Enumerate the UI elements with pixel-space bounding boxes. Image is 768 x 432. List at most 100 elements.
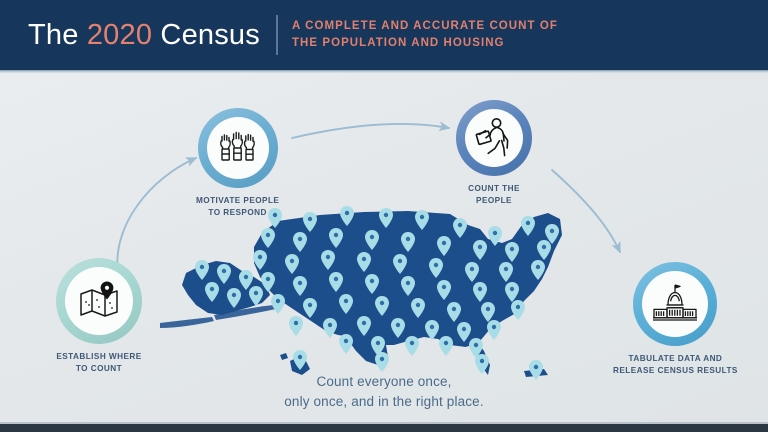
map-pin	[379, 208, 393, 228]
map-pin	[425, 320, 439, 340]
header-content: The 2020 Census A COMPLETE AND ACCURATE …	[0, 15, 558, 55]
map-pin	[411, 298, 425, 318]
map-pin	[249, 286, 263, 306]
map-pin	[499, 262, 513, 282]
map-pin	[375, 296, 389, 316]
step-2-icon-circle	[206, 117, 269, 179]
map-pin	[365, 274, 379, 294]
map-pin	[529, 360, 543, 380]
slide-header: The 2020 Census A COMPLETE AND ACCURATE …	[0, 0, 768, 70]
map-pin	[303, 212, 317, 232]
map-pin	[293, 350, 307, 370]
map-pin	[437, 280, 451, 300]
map-pin	[217, 264, 231, 284]
map-landmass	[160, 211, 562, 377]
map-pin	[205, 282, 219, 302]
map-pin	[329, 228, 343, 248]
map-pin	[391, 318, 405, 338]
step-3-label: COUNT THE PEOPLE	[468, 184, 520, 205]
map-pin	[268, 208, 282, 228]
footer-top-edge	[0, 422, 768, 424]
step-1-ring	[56, 258, 142, 344]
header-divider	[275, 15, 278, 55]
map-pin	[545, 224, 559, 244]
map-pin	[261, 272, 275, 292]
map-pin	[473, 282, 487, 302]
step-3-ring	[456, 100, 532, 176]
folded-map-pin-icon	[80, 281, 118, 317]
united-states-map	[150, 195, 580, 385]
map-pin	[339, 334, 353, 354]
step-2-label: MOTIVATE PEOPLE TO RESPOND	[196, 196, 280, 217]
slide-caption: Count everyone once, only once, and in t…	[284, 374, 484, 410]
map-pin-layer	[195, 206, 559, 380]
map-pin	[227, 288, 241, 308]
map-pin	[505, 242, 519, 262]
map-pin	[487, 320, 501, 340]
step-4-ring	[633, 262, 718, 346]
map-pin	[465, 262, 479, 282]
map-pin	[447, 302, 461, 322]
step-motivate-people-to-respond[interactable]: MOTIVATE PEOPLE TO RESPOND	[196, 108, 279, 218]
people-raising-hands-icon	[219, 131, 255, 161]
map-pin	[469, 338, 483, 358]
step-3-icon-circle	[465, 109, 523, 167]
subtitle-line-2: THE POPULATION AND HOUSING	[291, 37, 505, 49]
map-pin	[293, 276, 307, 296]
title-the: The	[28, 18, 87, 51]
map-pin	[293, 232, 307, 252]
map-pin	[340, 206, 354, 226]
map-pin	[285, 254, 299, 274]
map-pin	[415, 210, 429, 230]
enumerator-walking-icon	[475, 118, 509, 157]
step-4-label: TABULATE DATA AND RELEASE CENSUS RESULTS	[613, 354, 738, 375]
map-pin	[271, 294, 285, 314]
map-pin	[511, 300, 525, 320]
map-pin	[439, 336, 453, 356]
map-pin	[371, 336, 385, 356]
map-pin	[357, 252, 371, 272]
map-pin	[429, 258, 443, 278]
map-pin	[375, 352, 389, 372]
subtitle-line-1: A COMPLETE AND ACCURATE COUNT OF	[291, 20, 558, 33]
map-pin	[261, 228, 275, 248]
header-subtitle: A COMPLETE AND ACCURATE COUNT OF THE POP…	[292, 18, 558, 51]
map-pin	[365, 230, 379, 250]
map-pin	[393, 254, 407, 274]
capitol-building-icon	[653, 284, 698, 321]
footer-bar	[0, 424, 768, 432]
map-pin	[329, 272, 343, 292]
map-pin	[195, 260, 209, 280]
step-2-ring	[197, 108, 278, 188]
map-pin	[481, 302, 495, 322]
map-pin	[531, 260, 545, 280]
map-pin	[339, 294, 353, 314]
title-year: 2020	[86, 18, 153, 51]
step-establish-where-to-count[interactable]: ESTABLISH WHERE TO COUNT	[56, 258, 142, 374]
map-pin	[323, 318, 337, 338]
map-pin	[473, 240, 487, 260]
title-census: Census	[152, 18, 260, 51]
page-title: The 2020 Census	[28, 18, 260, 51]
header-bottom-edge	[0, 70, 768, 73]
map-pin	[537, 240, 551, 260]
map-pin	[437, 236, 451, 256]
map-pin	[239, 270, 253, 290]
step-4-icon-circle	[642, 271, 709, 337]
map-pin	[488, 226, 502, 246]
map-pin	[253, 250, 267, 270]
map-pin	[453, 218, 467, 238]
map-pin	[401, 276, 415, 296]
step-1-label: ESTABLISH WHERE TO COUNT	[56, 352, 142, 373]
step-tabulate-data-release-results[interactable]: TABULATE DATA AND RELEASE CENSUS RESULTS	[613, 262, 738, 376]
step-count-the-people[interactable]: COUNT THE PEOPLE	[456, 100, 532, 206]
map-pin	[521, 216, 535, 236]
arrow-motivate-to-count	[291, 121, 451, 139]
map-pin	[401, 232, 415, 252]
map-pin	[405, 336, 419, 356]
map-pin	[303, 298, 317, 318]
map-pin	[475, 354, 489, 374]
map-pin	[505, 282, 519, 302]
us-map-svg	[160, 206, 562, 380]
